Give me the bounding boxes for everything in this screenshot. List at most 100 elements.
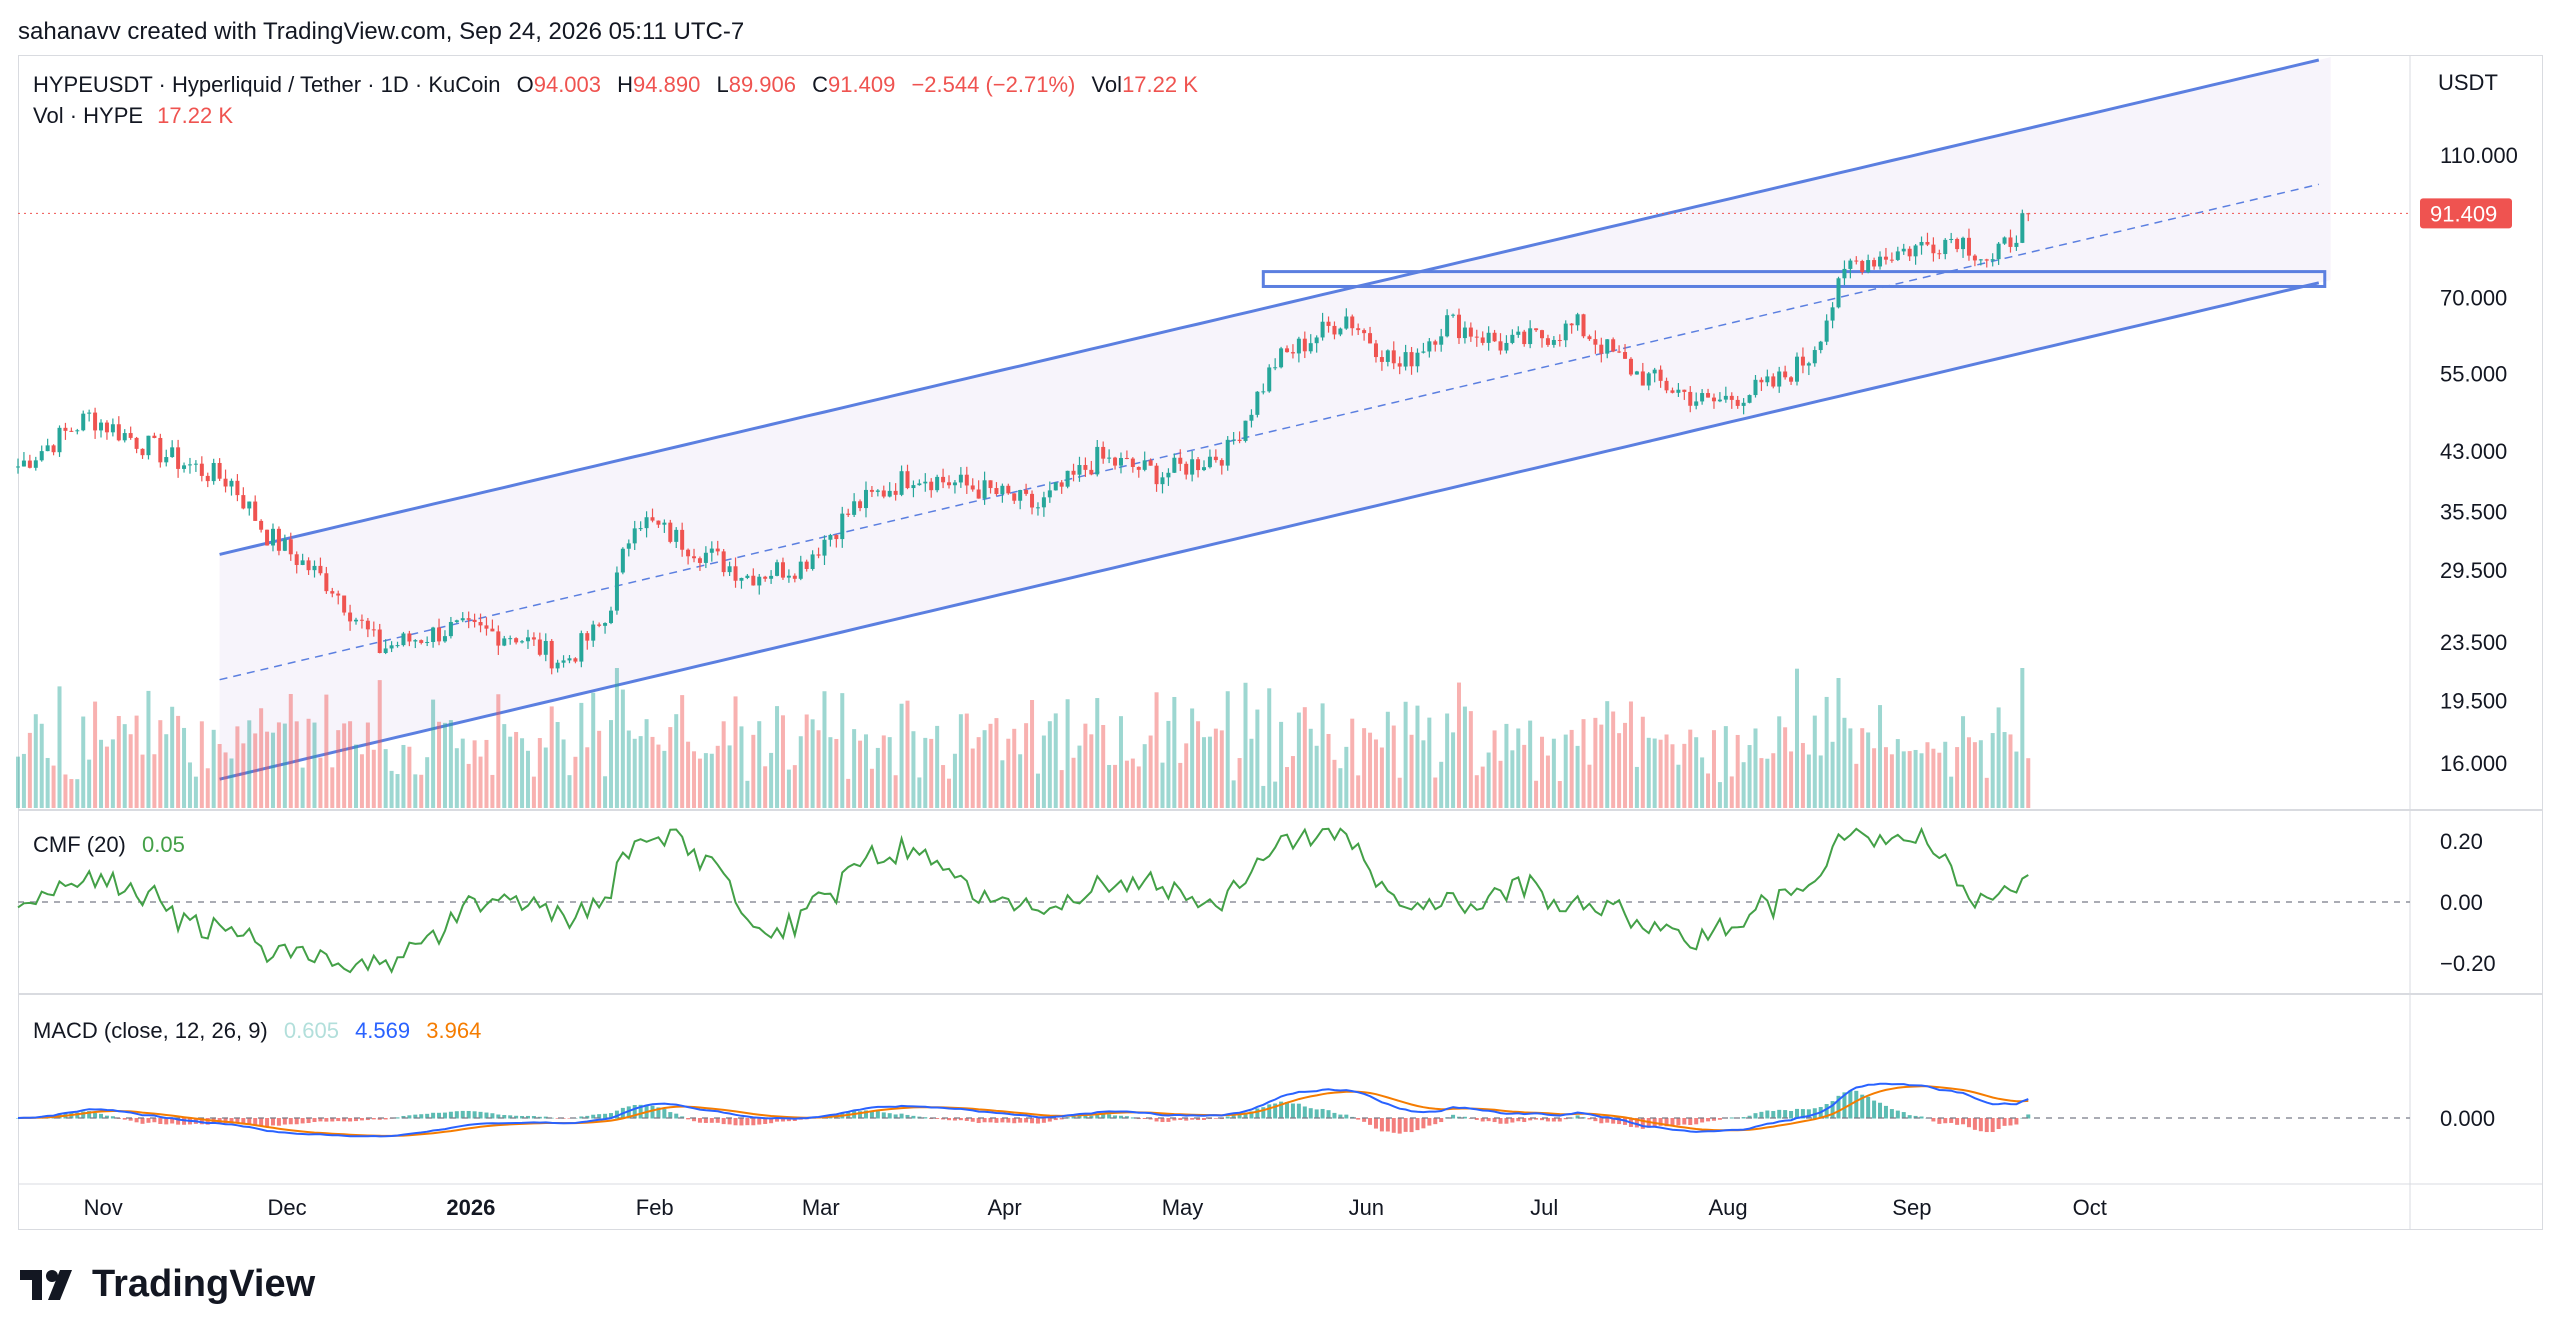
macd-histogram-bar: [1943, 1118, 1948, 1124]
macd-histogram-bar: [1000, 1118, 1005, 1123]
macd-histogram-bar: [1338, 1114, 1343, 1119]
candle-body: [110, 424, 115, 433]
candle-body: [472, 619, 477, 623]
macd-histogram-bar: [893, 1114, 898, 1119]
volume-bar: [1949, 776, 1954, 808]
candle-body: [644, 517, 649, 529]
volume-bar: [1041, 735, 1046, 808]
volume-bar: [253, 733, 258, 808]
volume-bar: [1142, 744, 1147, 808]
volume-bar: [1332, 759, 1337, 808]
volume-bar: [383, 749, 388, 808]
volume-bar: [182, 727, 187, 808]
macd-histogram-bar: [1172, 1118, 1177, 1121]
volume-bar: [1184, 743, 1189, 808]
candle-body: [229, 480, 234, 487]
macd-histogram-bar: [887, 1113, 892, 1119]
candle-body: [1534, 328, 1539, 331]
volume-bar: [508, 736, 513, 808]
candle-body: [1901, 248, 1906, 252]
macd-histogram-bar: [1059, 1118, 1064, 1120]
candle-body: [988, 480, 993, 489]
macd-histogram-bar: [1540, 1118, 1545, 1121]
volume-bar: [893, 775, 898, 808]
macd-label[interactable]: MACD (close, 12, 26, 9): [33, 1018, 268, 1043]
candle-body: [1931, 244, 1936, 254]
candle-body: [1006, 485, 1011, 494]
macd-histogram-bar: [324, 1118, 329, 1122]
candle-body: [531, 637, 536, 640]
candle-body: [253, 501, 258, 521]
macd-histogram-bar: [1984, 1118, 1989, 1133]
candle-body: [1409, 352, 1414, 367]
volume-bar: [1486, 752, 1491, 808]
volume-bar: [1694, 737, 1699, 808]
volume-bar: [579, 702, 584, 808]
candle-body: [763, 576, 768, 579]
candle-body: [1089, 469, 1094, 475]
cmf-label[interactable]: CMF (20): [33, 832, 126, 857]
volume-bar: [1065, 699, 1070, 808]
candle-body: [1456, 314, 1461, 339]
volume-bar: [1403, 701, 1408, 808]
macd-histogram-bar: [229, 1118, 234, 1123]
volume-bar: [769, 752, 774, 808]
volume-bar: [2008, 734, 2013, 808]
macd-histogram-bar: [525, 1115, 530, 1119]
candle-body: [75, 430, 80, 432]
candle-body: [1866, 260, 1871, 273]
macd-histogram-bar: [745, 1118, 750, 1126]
candle-body: [1344, 316, 1349, 329]
volume-bar: [1166, 720, 1171, 808]
open-label: O: [516, 72, 534, 97]
volume-bar: [1190, 708, 1195, 808]
candle-body: [1421, 351, 1426, 353]
macd-histogram-bar: [1178, 1118, 1183, 1121]
currency-label[interactable]: USDT: [2438, 70, 2498, 95]
volume-bar: [1528, 720, 1533, 808]
volume-bar: [786, 769, 791, 808]
time-tick-label: Jul: [1530, 1195, 1558, 1220]
macd-histogram-bar: [858, 1111, 863, 1119]
candle-body: [1148, 460, 1153, 466]
macd-histogram-bar: [674, 1113, 679, 1119]
macd-histogram-bar: [1883, 1105, 1888, 1119]
volume-bar: [27, 732, 32, 808]
volume-bar: [1605, 701, 1610, 808]
macd-histogram-bar: [1030, 1118, 1035, 1124]
volume-bar: [603, 776, 608, 808]
volume-bar: [1534, 780, 1539, 808]
macd-histogram-bar: [911, 1115, 916, 1119]
candle-body: [1279, 348, 1284, 368]
volume-bar: [1901, 751, 1906, 808]
macd-histogram-bar: [431, 1112, 436, 1119]
macd-histogram-bar: [199, 1118, 204, 1125]
candle-body: [1196, 459, 1201, 471]
volume-bar: [1415, 705, 1420, 808]
candle-body: [994, 488, 999, 495]
cmf-legend: CMF (20) 0.05: [33, 832, 185, 858]
time-tick-label: Oct: [2073, 1195, 2107, 1220]
volume-bar: [270, 732, 275, 808]
volume-bar: [555, 722, 560, 808]
macd-histogram-bar: [881, 1112, 886, 1119]
macd-histogram-bar: [1083, 1115, 1088, 1119]
volume-bar: [1540, 736, 1545, 808]
volume-bar: [994, 718, 999, 808]
candle-body: [828, 534, 833, 540]
candle-body: [348, 612, 353, 622]
volume-bar: [692, 751, 697, 808]
macd-histogram-bar: [1385, 1118, 1390, 1132]
symbol-name[interactable]: HYPEUSDT · Hyperliquid / Tether · 1D · K…: [33, 72, 501, 97]
macd-histogram-bar: [703, 1118, 708, 1123]
volume-bar: [1279, 721, 1284, 808]
candle-body: [1557, 339, 1562, 341]
candle-body: [193, 463, 198, 465]
macd-histogram-bar: [1682, 1118, 1687, 1125]
candle-body: [413, 640, 418, 642]
candle-body: [591, 624, 596, 641]
volume-bar: [1854, 763, 1859, 808]
volume-bar: [288, 693, 293, 808]
tradingview-brand[interactable]: TradingView: [20, 1263, 315, 1306]
